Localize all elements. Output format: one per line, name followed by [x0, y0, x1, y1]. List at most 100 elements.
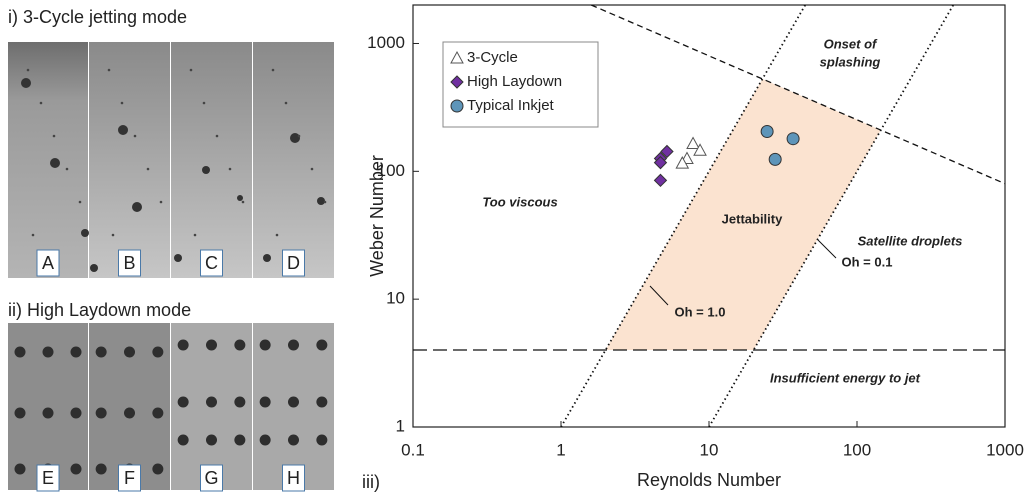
- x-tick-label: 1000: [986, 440, 1024, 459]
- guide-line: [560, 5, 807, 427]
- satellite: [26, 68, 30, 72]
- satellite: [120, 101, 124, 105]
- label-box: [36, 464, 60, 492]
- satellite: [284, 101, 288, 105]
- droplet: [152, 463, 164, 475]
- leader-line: [649, 285, 669, 306]
- droplet: [206, 339, 217, 351]
- droplet: [263, 254, 271, 262]
- annotation: Jettability: [722, 211, 783, 226]
- annotation: Onset of: [824, 36, 878, 51]
- guide-line: [590, 5, 1005, 185]
- label-box: [200, 249, 223, 277]
- satellite: [310, 167, 314, 171]
- droplet: [234, 339, 246, 351]
- satellite: [65, 167, 69, 171]
- droplet: [42, 346, 54, 358]
- droplet: [234, 396, 246, 408]
- droplet: [152, 346, 164, 358]
- satellite: [228, 167, 232, 171]
- y-tick-label: 1: [396, 416, 405, 435]
- droplet: [290, 133, 300, 143]
- satellite: [189, 68, 193, 72]
- label-box: [282, 249, 305, 277]
- satellite: [297, 134, 301, 138]
- y-tick-label: 1000: [367, 33, 405, 52]
- droplet: [70, 407, 82, 419]
- satellite: [52, 134, 56, 138]
- photo: [8, 42, 88, 278]
- legend-label: Typical Inkjet: [467, 97, 555, 114]
- droplet: [70, 346, 82, 358]
- satellite: [31, 233, 35, 237]
- legend-marker: [450, 50, 464, 64]
- satellite: [111, 233, 115, 237]
- droplet: [259, 339, 271, 351]
- annotation: Insufficient energy to jet: [770, 370, 921, 385]
- y-tick-label: 10: [386, 289, 405, 308]
- legend-label: 3-Cycle: [467, 49, 518, 66]
- photo-label: A: [42, 253, 54, 273]
- droplet: [14, 407, 26, 419]
- marker: [653, 173, 668, 188]
- legend-label: High Laydown: [467, 73, 562, 90]
- droplet: [124, 346, 135, 358]
- droplet: [14, 463, 26, 475]
- droplet: [237, 195, 243, 201]
- droplet: [90, 264, 98, 272]
- label-box: [118, 249, 141, 277]
- droplet: [95, 463, 107, 475]
- droplet: [95, 346, 107, 358]
- leader-line: [817, 239, 837, 259]
- marker: [660, 144, 674, 159]
- chart: 0.1 1 10 100 1000 1 10 100 1000 Reynolds Number We…: [367, 4, 1024, 490]
- satellite: [271, 68, 275, 72]
- droplet: [177, 396, 189, 408]
- photo-label: E: [42, 468, 54, 488]
- annotation: splashing: [820, 54, 881, 69]
- satellite: [78, 200, 82, 204]
- marker: [686, 136, 700, 150]
- droplet: [124, 407, 135, 419]
- x-tick-label: 100: [843, 440, 871, 459]
- photo-label: F: [124, 468, 135, 488]
- droplet: [316, 339, 328, 351]
- satellite: [202, 101, 206, 105]
- satellite: [323, 200, 327, 204]
- photo-label: H: [287, 468, 300, 488]
- y-tick-label: 100: [377, 161, 405, 180]
- satellite: [107, 68, 111, 72]
- droplet: [132, 202, 142, 212]
- label-box: [36, 249, 60, 277]
- x-tick-label: 10: [700, 440, 719, 459]
- panel-title: i) 3-Cycle jetting mode: [8, 7, 187, 27]
- droplet: [42, 407, 54, 419]
- marker: [768, 152, 782, 166]
- photo: [253, 42, 334, 278]
- photo: [89, 42, 170, 278]
- panel-title: ii) High Laydown mode: [8, 300, 191, 320]
- x-axis-label: Reynolds Number: [637, 470, 781, 490]
- droplet: [288, 434, 299, 446]
- droplet: [202, 166, 210, 174]
- droplet: [14, 346, 26, 358]
- satellite: [241, 200, 245, 204]
- droplet: [177, 339, 189, 351]
- photo-label: C: [205, 253, 218, 273]
- droplet: [206, 434, 217, 446]
- marker: [760, 124, 774, 138]
- droplet: [288, 396, 299, 408]
- jettability-region: [605, 78, 881, 351]
- panel-title: iii): [362, 472, 380, 492]
- droplet: [316, 434, 328, 446]
- satellite: [159, 200, 163, 204]
- droplet: [118, 125, 128, 135]
- x-tick-label: 0.1: [401, 440, 425, 459]
- annotation: Too viscous: [482, 194, 557, 209]
- label-box: [200, 464, 223, 492]
- photo: [171, 42, 252, 278]
- label-box: [282, 464, 305, 492]
- droplet: [95, 407, 107, 419]
- satellite: [215, 134, 219, 138]
- droplet: [259, 434, 271, 446]
